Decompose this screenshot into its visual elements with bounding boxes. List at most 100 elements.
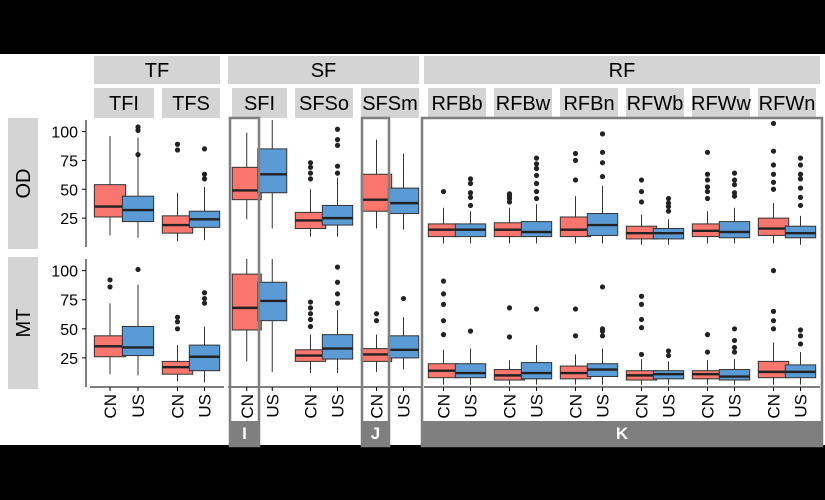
category-label: RF — [609, 60, 636, 82]
outlier-point — [201, 295, 208, 302]
outlier-point — [174, 326, 181, 332]
outlier-point — [797, 171, 804, 177]
outlier-point — [797, 202, 804, 209]
outlier-point — [334, 126, 341, 132]
outlier-point — [201, 290, 208, 296]
subcategory-strip — [428, 88, 486, 118]
outlier-point — [467, 190, 474, 196]
outlier-point — [638, 199, 645, 205]
x-tick-label: CN — [699, 394, 718, 419]
outlier-point — [704, 349, 711, 355]
outlier-point — [307, 176, 314, 182]
outlier-point — [307, 323, 314, 330]
outlier-point — [704, 184, 711, 190]
outlier-point — [599, 284, 606, 290]
subcategory-strip — [361, 88, 419, 118]
outlier-point — [201, 146, 208, 152]
outlier-point — [572, 157, 579, 164]
outlier-point — [533, 195, 540, 202]
outlier-point — [770, 162, 777, 168]
category-label: SF — [311, 60, 337, 82]
row-label: OD — [13, 169, 35, 199]
outlier-point — [572, 333, 579, 339]
x-tick-label: CN — [435, 394, 454, 419]
box — [231, 166, 262, 201]
x-tick-label: CN — [567, 394, 586, 419]
x-tick-label: CN — [633, 394, 652, 419]
outlier-point — [770, 268, 777, 274]
outlier-point — [770, 308, 777, 314]
outlier-point — [731, 190, 738, 196]
outlier-point — [797, 333, 804, 339]
outlier-point — [731, 337, 738, 344]
subcategory-strip — [232, 88, 287, 118]
box — [757, 217, 790, 236]
outlier-point — [770, 148, 777, 154]
y-tick-label: 75 — [60, 293, 78, 310]
outlier-point — [334, 279, 341, 285]
outlier-point — [770, 120, 777, 127]
outlier-point — [731, 344, 738, 351]
outlier-point — [201, 300, 208, 306]
outlier-point — [334, 142, 341, 148]
outlier-point — [533, 155, 540, 161]
outlier-point — [704, 171, 711, 177]
annotation-label-box — [422, 421, 822, 445]
outlier-point — [467, 194, 474, 200]
x-tick-label: CN — [101, 394, 120, 419]
outlier-point — [307, 316, 314, 323]
category-strip — [424, 56, 820, 84]
outlier-point — [770, 171, 777, 177]
outlier-point — [334, 264, 341, 270]
outlier-point — [704, 177, 711, 183]
outlier-point — [307, 299, 314, 305]
outlier-point — [638, 293, 645, 299]
outlier-point — [704, 195, 711, 202]
box — [559, 216, 592, 238]
outlier-point — [638, 351, 645, 358]
subcategory-label: RFWw — [691, 93, 752, 115]
outlier-point — [467, 202, 474, 209]
y-tick-label: 50 — [60, 182, 78, 199]
outlier-point — [599, 131, 606, 137]
outlier-point — [334, 291, 341, 297]
subcategory-strip — [758, 88, 816, 118]
row-label: MT — [13, 309, 35, 338]
outlier-point — [174, 147, 181, 153]
outlier-point — [638, 316, 645, 323]
outlier-point — [599, 160, 606, 166]
y-tick-label: 50 — [60, 322, 78, 339]
y-tick-label: 25 — [60, 211, 78, 228]
outlier-point — [174, 141, 181, 147]
outlier-point — [731, 182, 738, 188]
outlier-point — [307, 311, 314, 317]
outlier-point — [334, 170, 341, 176]
outlier-point — [665, 208, 672, 214]
outlier-point — [135, 124, 141, 130]
outlier-point — [174, 319, 181, 325]
y-tick-label: 100 — [51, 125, 78, 142]
x-tick-label: US — [660, 394, 679, 418]
x-tick-label: US — [594, 394, 613, 418]
category-strip — [94, 56, 220, 84]
annotation-frame — [420, 116, 824, 448]
outlier-point — [174, 314, 181, 320]
outlier-point — [572, 150, 579, 157]
outlier-point — [201, 171, 208, 177]
subcategory-label: RFWn — [759, 93, 816, 115]
box — [93, 184, 127, 218]
outlier-point — [770, 179, 777, 185]
outlier-point — [731, 349, 738, 355]
outlier-point — [770, 186, 777, 192]
outlier-point — [572, 177, 579, 183]
outlier-point — [599, 333, 606, 339]
y-tick-label: 25 — [60, 351, 78, 368]
box — [387, 335, 420, 359]
outlier-point — [731, 170, 738, 176]
x-tick-label: US — [792, 394, 811, 418]
outlier-point — [797, 155, 804, 161]
box — [520, 362, 553, 380]
outlier-point — [638, 188, 645, 195]
outlier-point — [307, 160, 314, 166]
